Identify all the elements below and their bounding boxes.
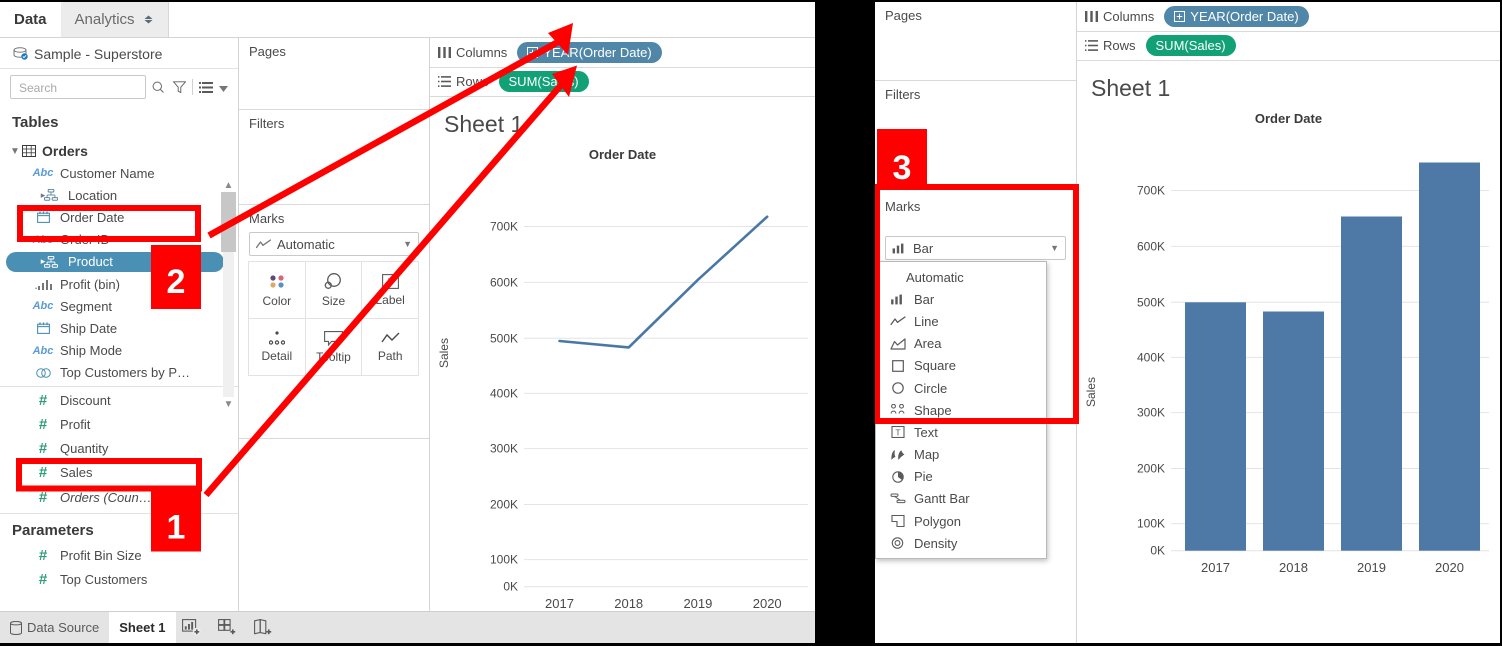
svg-text:600K: 600K [490, 275, 518, 289]
svg-text:2018: 2018 [1279, 560, 1308, 575]
svg-text:500K: 500K [490, 331, 518, 345]
svg-text:400K: 400K [1137, 350, 1165, 364]
svg-text:300K: 300K [1137, 406, 1165, 420]
svg-text:500K: 500K [1137, 295, 1165, 309]
svg-text:700K: 700K [490, 220, 518, 234]
svg-text:2020: 2020 [1435, 560, 1464, 575]
svg-text:0K: 0K [503, 580, 518, 594]
svg-text:2019: 2019 [1357, 560, 1386, 575]
svg-text:100K: 100K [1137, 517, 1165, 531]
svg-text:100K: 100K [490, 553, 518, 567]
svg-text:T: T [387, 277, 393, 287]
svg-text:300K: 300K [490, 442, 518, 456]
svg-text:700K: 700K [1137, 184, 1165, 198]
svg-text:2019: 2019 [683, 596, 712, 611]
svg-text:2017: 2017 [545, 596, 574, 611]
svg-text:2017: 2017 [1201, 560, 1230, 575]
svg-text:2020: 2020 [753, 596, 782, 611]
svg-text:600K: 600K [1137, 239, 1165, 253]
svg-text:2018: 2018 [614, 596, 643, 611]
svg-text:0K: 0K [1150, 544, 1165, 558]
svg-text:200K: 200K [490, 498, 518, 512]
svg-text:200K: 200K [1137, 462, 1165, 476]
svg-text:T: T [895, 428, 900, 438]
svg-text:400K: 400K [490, 386, 518, 400]
